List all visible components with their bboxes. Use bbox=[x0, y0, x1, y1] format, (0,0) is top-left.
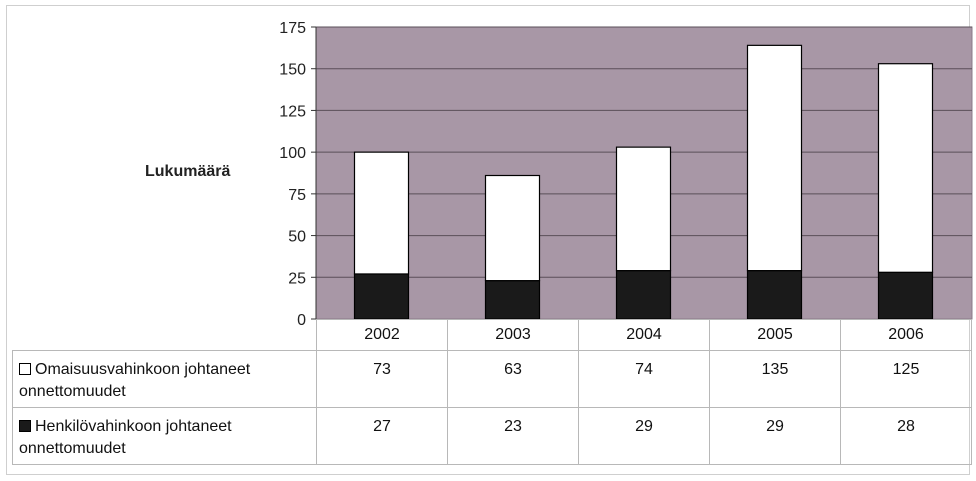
y-tick-label: 50 bbox=[288, 229, 306, 246]
plot-area: 0 25 50 75 100 125 150 175 bbox=[279, 20, 973, 329]
table-cell: 29 bbox=[709, 407, 841, 465]
year-header-2004: 2004 bbox=[578, 319, 710, 351]
table-cell: 125 bbox=[840, 350, 972, 408]
row-label-text: Omaisuusvahinkoon johtaneet onnettomuude… bbox=[19, 361, 251, 400]
table-cell: 63 bbox=[447, 350, 579, 408]
year-header-2002: 2002 bbox=[316, 319, 448, 351]
bar-omaisuusvahinko-2006 bbox=[877, 63, 934, 273]
table-row-henkilovahinko: Henkilövahinkoon johtaneet onnettomuudet… bbox=[12, 407, 972, 465]
table-cell: 73 bbox=[316, 350, 448, 408]
legend-swatch-henkilovahinko bbox=[19, 420, 31, 432]
legend-swatch-omaisuusvahinko bbox=[19, 363, 31, 375]
table-row-omaisuusvahinko: Omaisuusvahinkoon johtaneet onnettomuude… bbox=[12, 350, 972, 408]
bar-omaisuusvahinko-2003 bbox=[484, 174, 541, 282]
table-cell: 28 bbox=[840, 407, 972, 465]
row-label-omaisuusvahinko: Omaisuusvahinkoon johtaneet onnettomuude… bbox=[12, 350, 317, 408]
table-cell: 27 bbox=[316, 407, 448, 465]
bar-omaisuusvahinko-2002 bbox=[353, 151, 410, 275]
bar-henkilovahinko-2002 bbox=[353, 273, 410, 320]
bar-henkilovahinko-2006 bbox=[877, 271, 934, 320]
year-header-2006: 2006 bbox=[840, 319, 972, 351]
y-axis-label: Lukumäärä bbox=[145, 163, 230, 180]
y-tick-label: 125 bbox=[279, 103, 306, 120]
bar-henkilovahinko-2005 bbox=[746, 270, 803, 320]
bar-henkilovahinko-2004 bbox=[615, 270, 672, 320]
bar-omaisuusvahinko-2005 bbox=[746, 44, 803, 272]
y-tick-label: 150 bbox=[279, 62, 306, 79]
y-tick-label: 0 bbox=[297, 312, 306, 329]
row-label-text: Henkilövahinkoon johtaneet onnettomuudet bbox=[19, 418, 232, 457]
table-cell: 29 bbox=[578, 407, 710, 465]
year-header-2005: 2005 bbox=[709, 319, 841, 351]
table-cell: 74 bbox=[578, 350, 710, 408]
table-header-row: 2002 2003 2004 2005 2006 bbox=[13, 319, 972, 351]
table-cell: 135 bbox=[709, 350, 841, 408]
y-tick-label: 100 bbox=[279, 145, 306, 162]
y-tick-label: 75 bbox=[288, 187, 306, 204]
y-tick-label: 25 bbox=[288, 270, 306, 287]
table-cell: 23 bbox=[447, 407, 579, 465]
y-tick-label: 175 bbox=[279, 20, 306, 37]
year-header-2003: 2003 bbox=[447, 319, 579, 351]
row-label-henkilovahinko: Henkilövahinkoon johtaneet onnettomuudet bbox=[12, 407, 317, 465]
bar-henkilovahinko-2003 bbox=[484, 280, 541, 320]
bar-omaisuusvahinko-2004 bbox=[615, 146, 672, 272]
data-table: 2002 2003 2004 2005 2006 Omaisuusvahinko… bbox=[12, 319, 972, 465]
